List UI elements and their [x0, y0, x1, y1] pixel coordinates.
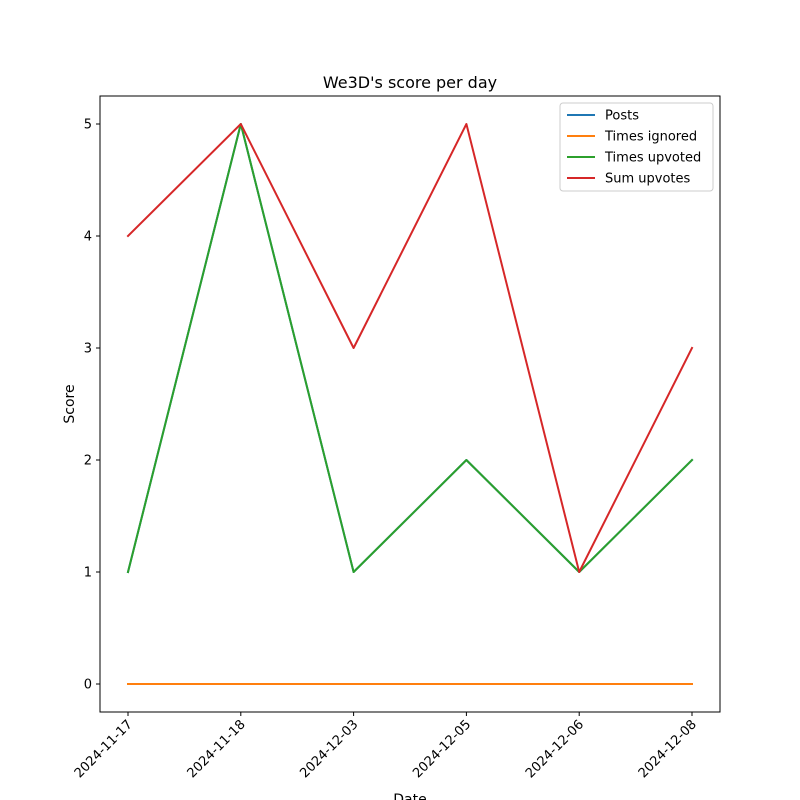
y-tick-label-0: 0 — [84, 678, 92, 693]
legend: Posts Times ignored Times upvoted Sum upvot… — [559, 102, 714, 192]
y-tick-label-3: 3 — [84, 342, 92, 357]
series-line-3 — [126, 123, 694, 573]
legend-label-3: Sum upvotes — [605, 172, 691, 187]
y-tick-label-2: 2 — [84, 454, 92, 469]
plot-lines — [126, 123, 694, 685]
legend-box — [559, 102, 714, 192]
y-axis-ticks: 0 1 2 3 4 5 — [84, 118, 100, 693]
y-tick-label-1: 1 — [84, 566, 92, 581]
y-tick-label-4: 4 — [84, 230, 92, 245]
plot-frame — [99, 95, 721, 713]
legend-label-1: Times ignored — [604, 130, 697, 145]
y-axis-label: Score — [62, 384, 78, 423]
legend-label-0: Posts — [605, 109, 639, 124]
legend-label-2: Times upvoted — [604, 151, 701, 166]
chart-title: We3D's score per day — [323, 73, 497, 92]
y-tick-label-5: 5 — [84, 118, 92, 133]
series-line-2 — [126, 123, 694, 574]
x-axis-label: Date — [393, 792, 426, 800]
